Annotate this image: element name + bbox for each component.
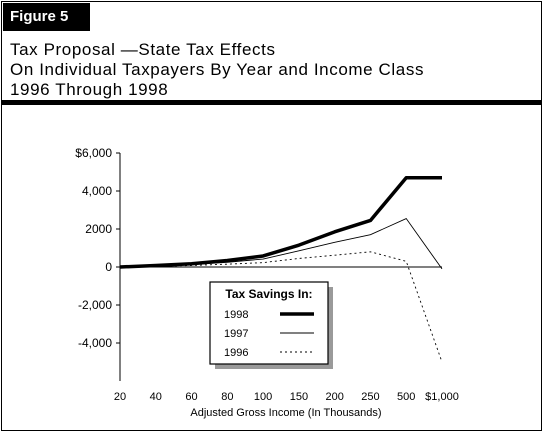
legend-title: Tax Savings In: bbox=[225, 287, 312, 301]
x-tick-label: $1,000 bbox=[425, 391, 459, 403]
chart-axes: $6,000 4,000 2000 0 -2,000 -4,000 20 40 60 80 100 1… bbox=[75, 146, 459, 403]
y-tick-label: $6,000 bbox=[75, 146, 112, 160]
x-axis-label: Adjusted Gross Income (In Thousands) bbox=[190, 407, 381, 419]
x-tick-label: 80 bbox=[221, 391, 233, 403]
series-line-1998 bbox=[119, 175, 442, 269]
title-line-2: On Individual Taxpayers By Year and Inco… bbox=[10, 60, 425, 79]
x-tick-label: 100 bbox=[254, 391, 272, 403]
x-tick-label: 500 bbox=[397, 391, 415, 403]
series-line-1997 bbox=[119, 217, 443, 270]
legend-label-1998: 1998 bbox=[224, 309, 248, 321]
chart-legend: Tax Savings In: 1998 1997 1996 bbox=[209, 281, 333, 369]
x-tick-label: 40 bbox=[150, 391, 162, 403]
x-tick-label: 60 bbox=[185, 391, 197, 403]
x-tick-label: 250 bbox=[361, 391, 379, 403]
series-layer bbox=[119, 175, 443, 363]
y-tick-label: -2,000 bbox=[78, 298, 112, 312]
x-tick-label: 200 bbox=[325, 391, 343, 403]
legend-label-1997: 1997 bbox=[224, 328, 248, 340]
y-tick-label: -4,000 bbox=[78, 336, 112, 350]
y-tick-label: 4,000 bbox=[82, 184, 112, 198]
y-tick-label: 0 bbox=[105, 260, 112, 274]
legend-label-1996: 1996 bbox=[224, 347, 248, 359]
x-tick-label: 20 bbox=[114, 391, 126, 403]
title-line-3: 1996 Through 1998 bbox=[10, 80, 169, 99]
title-rule bbox=[1, 100, 542, 105]
legend-box bbox=[209, 281, 329, 365]
series-line-1996 bbox=[119, 251, 443, 363]
x-tick-label: 150 bbox=[290, 391, 308, 403]
figure-label: Figure 5 bbox=[3, 3, 90, 31]
title-line-1: Tax Proposal —State Tax Effects bbox=[10, 40, 276, 59]
y-tick-label: 2000 bbox=[85, 222, 112, 236]
